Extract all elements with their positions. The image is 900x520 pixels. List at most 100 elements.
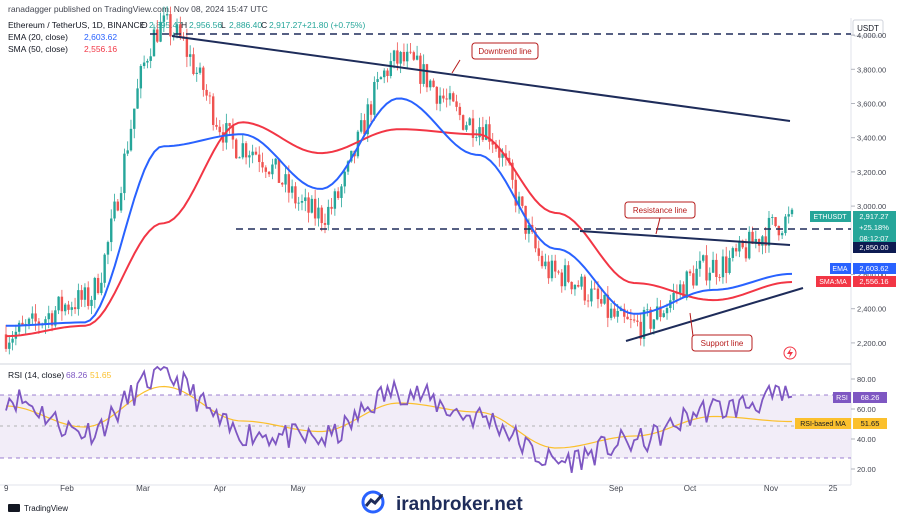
downtrend-annotation[interactable]: Downtrend line [451,42,539,74]
lightning-icon[interactable] [783,346,797,360]
ema-price-label[interactable]: EMA 2,603.62 [830,263,896,274]
candle-body [208,95,212,97]
candle-body [63,304,67,312]
candle-body [442,95,445,99]
ethusdt-change: +25.18% [859,223,889,232]
iranbroker-text: iranbroker.net [396,494,523,515]
candle-body [593,288,596,290]
support-annotation[interactable]: Support line [689,312,753,352]
candle-body [90,299,93,306]
candle-body [83,287,87,300]
rsi-value: 68.26 [861,393,880,402]
candle-body [126,150,129,154]
candle-body [54,310,57,326]
ema-legend-value: 2,603.62 [84,32,117,42]
candle-body [162,15,166,22]
candle-body [475,137,478,139]
candle-body [790,209,794,215]
candle-body [425,64,429,88]
rsi-tag-label: RSI [836,395,848,402]
ethusdt-price-label[interactable]: ETHUSDT 2,917.27 +25.18% 08:12:07 [810,211,896,244]
candle-body [116,201,120,211]
candle-body [573,284,577,290]
ohlc-low: 2,886.40 [229,20,262,30]
candle-body [231,125,235,140]
candle-body [133,108,136,129]
candle-body [123,153,126,194]
candle-body [70,307,73,310]
candle-body [294,186,297,204]
candle-body [715,259,718,277]
candle-body [17,322,21,332]
candle-body [307,197,310,213]
time-axis[interactable]: Feb Mar Apr May Sep Oct Nov 25 [60,484,838,493]
candle-body [580,276,583,287]
candle-body [754,239,758,244]
resistance-annotation[interactable]: Resistance line [624,201,696,235]
candle-body [211,96,215,125]
candle-body [96,277,100,294]
tradingview-brand: TradingView [24,504,68,513]
candle-body [570,281,573,290]
candle-body [629,319,633,320]
candle-body [544,261,547,267]
candle-body [188,54,192,57]
candle-body [366,104,369,135]
tradingview-logo[interactable]: TradingView [8,504,68,513]
ohlc-open: 2,895.47 [149,20,182,30]
candle-body [129,128,133,151]
rsi-line [5,365,793,473]
candle-body [501,153,504,158]
candle-body [741,240,744,248]
sma-price-box [853,276,896,287]
candle-body [534,231,537,249]
sma-price-label[interactable]: SMA:MA 2,556.16 [816,276,896,287]
x-tick-label: Nov [764,484,778,493]
candle-body [73,307,77,310]
candle-body [540,255,544,267]
candle-body [248,155,251,158]
rsi-price-label[interactable]: RSI 68.26 [833,392,887,403]
candle-body [662,313,665,318]
iranbroker-logo-icon [361,490,385,514]
candle-body [646,309,649,311]
candle-body [356,131,360,157]
candle-body [649,309,652,329]
candle-body [300,200,304,203]
candle-body [632,319,636,321]
candle-body [577,284,580,287]
candle-body [665,308,669,314]
candle-body [340,186,343,198]
rsi-tag [833,392,851,403]
candle-body [146,60,149,63]
candle-body [458,106,462,116]
candle-body [284,174,287,185]
rsi-ma-price-label[interactable]: RSI-based MA 51.65 [795,418,887,429]
price-tick-label: 3,800.00 [857,65,886,74]
x-tick-label: 25 [829,484,838,493]
downtrend-line[interactable] [171,35,791,122]
candle-body [119,193,123,211]
resistance-line[interactable] [579,230,791,246]
candle-body [705,255,708,281]
candle-body [780,233,784,236]
candle-body [244,143,248,158]
resistance-price-label[interactable]: 2,850.00 [853,242,896,253]
candle-body [550,260,554,279]
candle-body [642,309,646,339]
ohlc-high: 2,956.56 [189,20,222,30]
candle-body [241,143,244,158]
rsi-tick-label: 60.00 [857,405,876,414]
candle-body [452,93,455,102]
candle-body [491,141,494,145]
candle-body [409,51,412,53]
candle-body [77,290,80,310]
support-line[interactable] [625,287,804,342]
candle-body [711,259,715,273]
ema-legend-label: EMA (20, close) [8,32,68,42]
currency-box[interactable] [852,19,884,37]
candle-body [343,171,346,187]
candle-body [399,51,402,64]
tradingview-icon [8,504,20,512]
